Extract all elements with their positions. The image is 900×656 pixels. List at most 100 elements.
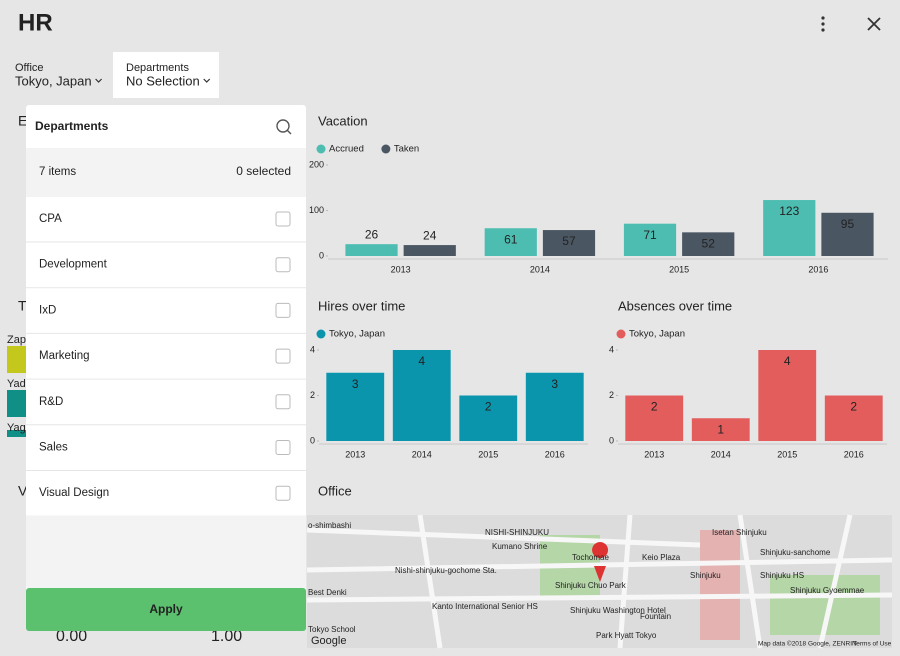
legend-label: Tokyo, Japan [329, 329, 385, 340]
y-tick-label: 2 [609, 390, 614, 400]
value-label: 26 [365, 227, 379, 241]
search-icon[interactable] [276, 119, 290, 133]
chart-title: Hires over time [318, 298, 405, 313]
value-label: 52 [702, 237, 716, 251]
background-text: Yade [7, 378, 32, 390]
x-tick-label: 2015 [478, 449, 498, 459]
bar [326, 372, 385, 441]
item-label: Development [39, 259, 108, 271]
x-tick-label: 2013 [345, 449, 365, 459]
value-label: 57 [562, 234, 576, 248]
dropdown-item[interactable] [26, 379, 306, 425]
checkbox[interactable] [275, 257, 291, 273]
legend-label: Taken [394, 144, 419, 155]
dropdown-summary [26, 148, 306, 197]
legend-label: Accrued [329, 144, 364, 155]
value-label: 24 [423, 228, 437, 242]
map-label: Shinjuku Washington Hotel [570, 606, 666, 615]
bar [403, 245, 456, 256]
item-label: R&D [39, 396, 63, 408]
background-text: E [18, 113, 27, 129]
x-tick-label: 2014 [711, 449, 731, 459]
dropdown-item[interactable] [26, 425, 306, 471]
legend-swatch [616, 329, 626, 339]
x-tick-label: 2013 [644, 449, 664, 459]
map-label: o-shimbashi [308, 521, 351, 530]
x-tick-label: 2015 [777, 449, 797, 459]
map-label: Terms of Use [853, 641, 892, 648]
map-label: Tokyo School [308, 625, 356, 634]
bar [542, 230, 596, 256]
item-label: IxD [39, 304, 56, 316]
apply-button[interactable] [26, 588, 306, 631]
map-label: Park Hyatt Tokyo [596, 631, 657, 640]
map-label: Shinjuku Gyoemmae [790, 586, 865, 595]
map-label: Best Denki [308, 588, 347, 597]
x-tick-label: 2015 [669, 264, 689, 274]
close-button[interactable] [867, 17, 881, 31]
dropdown-item[interactable] [26, 288, 306, 334]
bar [459, 395, 518, 441]
dropdown-item[interactable] [26, 334, 306, 380]
y-tick-label: 0 [310, 435, 315, 445]
map-label: Shinjuku HS [760, 571, 804, 580]
bar [345, 244, 398, 256]
y-tick-label: 200 [309, 159, 324, 169]
value-label: 61 [504, 232, 518, 246]
dropdown-title: Departments [35, 119, 109, 133]
y-tick-label: 4 [310, 344, 315, 354]
y-tick-label: 0 [319, 250, 324, 260]
map-label: NISHI-SHINJUKU [485, 528, 549, 537]
value-label: 71 [643, 228, 657, 242]
dropdown-item[interactable] [26, 242, 306, 288]
x-tick-label: 2016 [808, 264, 828, 274]
legend-swatch [316, 329, 326, 339]
background-text: T [18, 298, 27, 314]
map-label: Shinjuku Chuo Park [555, 581, 627, 590]
checkbox[interactable] [275, 394, 291, 410]
apply-label: Apply [149, 602, 183, 616]
chevron [203, 78, 211, 83]
background-text: 1.00 [211, 628, 242, 645]
map-label: Fountain [640, 612, 671, 621]
filter-value[interactable]: No Selection [126, 73, 200, 88]
value-label: 95 [841, 217, 855, 231]
map-label: Tochomae [572, 553, 609, 562]
bar [625, 395, 684, 441]
bar [623, 223, 677, 256]
x-tick-label: 2014 [412, 449, 432, 459]
map-label: Kumano Shrine [492, 542, 548, 551]
background-text: Yag [7, 422, 26, 434]
dropdown-item[interactable] [26, 197, 306, 242]
value-label: 2 [651, 400, 658, 414]
chevron [95, 78, 103, 83]
y-tick-label: 4 [609, 344, 614, 354]
chart-title: Absences over time [618, 298, 732, 313]
map-label: Map data ©2018 Google, ZENRIN [758, 640, 857, 648]
checkbox[interactable] [275, 485, 291, 501]
x-tick-label: 2014 [530, 264, 550, 274]
item-label: Visual Design [39, 487, 109, 499]
filter-value[interactable]: Tokyo, Japan [15, 73, 92, 88]
selected-count[interactable]: 0 selected [236, 164, 291, 178]
item-label: Marketing [39, 350, 90, 362]
value-label: 123 [779, 204, 799, 218]
dropdown-item[interactable] [26, 471, 306, 517]
value-label: 2 [850, 400, 857, 414]
map-title: Office [318, 483, 352, 498]
chart-title: Vacation [318, 113, 368, 128]
departments-filter-box[interactable] [113, 52, 219, 98]
checkbox[interactable] [275, 348, 291, 364]
checkbox[interactable] [275, 440, 291, 455]
more-menu[interactable] [821, 16, 825, 32]
value-label: 2 [485, 400, 492, 414]
bar [763, 200, 816, 256]
checkbox[interactable] [275, 302, 291, 318]
map-label: Keio Plaza [642, 553, 681, 562]
bar [691, 418, 750, 441]
search-icon-handle [286, 129, 292, 135]
y-tick-label: 100 [309, 205, 324, 215]
value-label: 1 [717, 422, 724, 436]
checkbox[interactable] [275, 211, 291, 227]
